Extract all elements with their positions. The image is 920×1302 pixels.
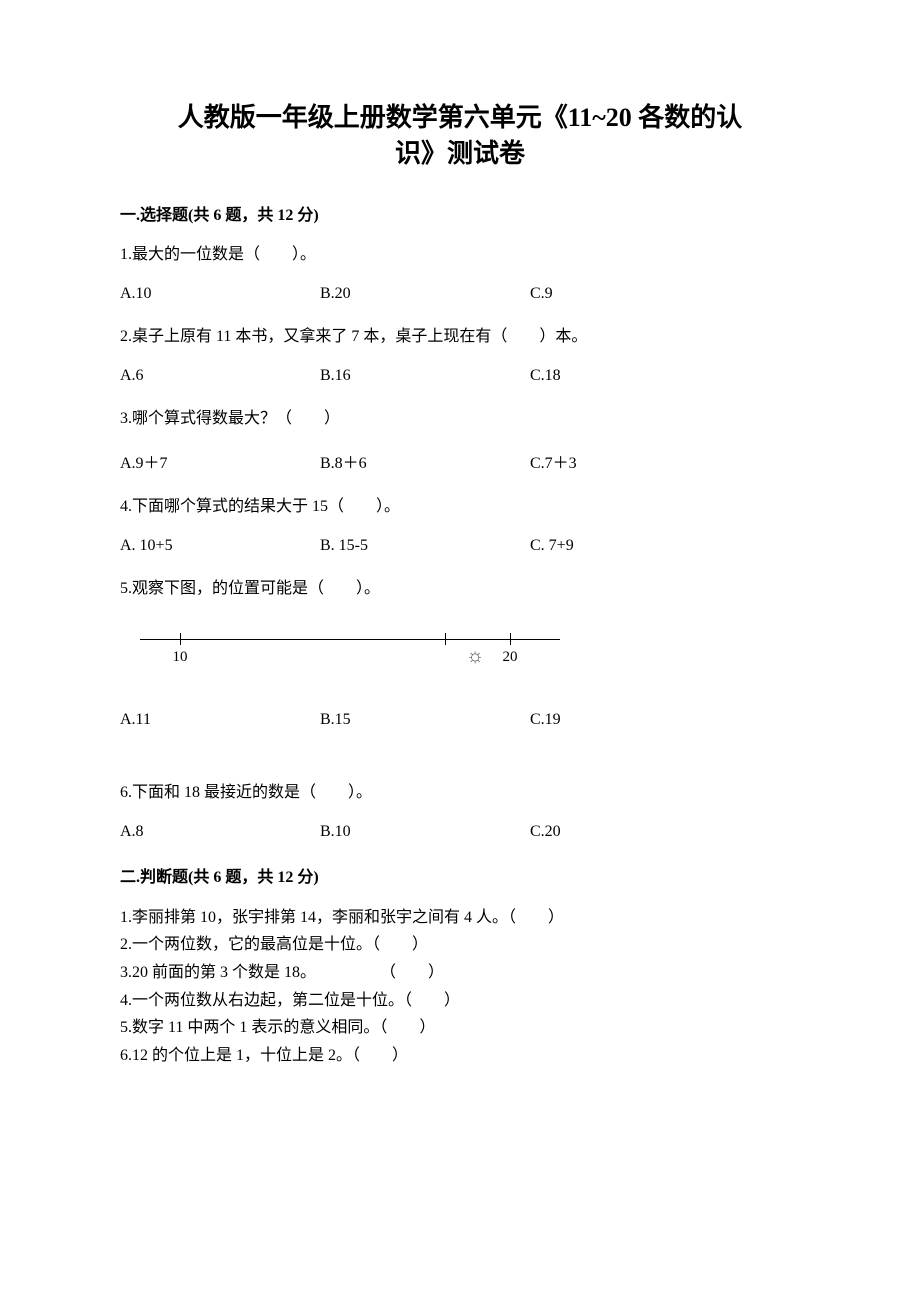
tick-right (510, 633, 511, 645)
q5-opt-b: B.15 (320, 711, 530, 729)
label-left: 10 (173, 649, 188, 666)
q1-text: 1.最大的一位数是（ ）。 (120, 243, 800, 267)
q4-opt-c: C. 7+9 (530, 537, 800, 555)
numberline-axis (140, 639, 560, 640)
tf-item-6: 6.12 的个位上是 1，十位上是 2。（ ） (120, 1043, 800, 1069)
document-title: 人教版一年级上册数学第六单元《11~20 各数的认 识》测试卷 (120, 100, 800, 173)
q1-opt-c: C.9 (530, 285, 800, 303)
q2-text: 2.桌子上原有 11 本书，又拿来了 7 本，桌子上现在有（ ）本。 (120, 325, 800, 349)
q3-options: A.9＋7 B.8＋6 C.7＋3 (120, 449, 800, 473)
tf-item-2: 2.一个两位数，它的最高位是十位。（ ） (120, 932, 800, 958)
q6-opt-a: A.8 (120, 823, 320, 841)
tf-item-5: 5.数字 11 中两个 1 表示的意义相同。（ ） (120, 1015, 800, 1041)
q2-opt-c: C.18 (530, 367, 800, 385)
q5-text: 5.观察下图，的位置可能是（ ）。 (120, 577, 800, 601)
q5-opt-c: C.19 (530, 711, 800, 729)
label-right: 20 (503, 649, 518, 666)
q1-options: A.10 B.20 C.9 (120, 285, 800, 303)
q1-opt-a: A.10 (120, 285, 320, 303)
title-line2: 识》测试卷 (395, 139, 525, 168)
q4-opt-b: B. 15-5 (320, 537, 530, 555)
q3-opt-a: A.9＋7 (120, 449, 320, 473)
q3-opt-b: B.8＋6 (320, 449, 530, 473)
q4-text: 4.下面哪个算式的结果大于 15（ ）。 (120, 495, 800, 519)
numberline-figure: 10 20 ☼ (120, 631, 800, 671)
q6-options: A.8 B.10 C.20 (120, 823, 800, 841)
tick-left (180, 633, 181, 645)
numberline: 10 20 ☼ (140, 631, 560, 671)
q5-options: A.11 B.15 C.19 (120, 711, 800, 729)
tf-item-4: 4.一个两位数从右边起，第二位是十位。（ ） (120, 988, 800, 1014)
truefalse-block: 1.李丽排第 10，张宇排第 14，李丽和张宇之间有 4 人。（ ） 2.一个两… (120, 905, 800, 1069)
star-icon: ☼ (466, 645, 484, 668)
q2-opt-b: B.16 (320, 367, 530, 385)
section2-header: 二.判断题(共 6 题，共 12 分) (120, 863, 800, 887)
q6-opt-c: C.20 (530, 823, 800, 841)
q2-options: A.6 B.16 C.18 (120, 367, 800, 385)
q6-text: 6.下面和 18 最接近的数是（ ）。 (120, 781, 800, 805)
tf-item-3: 3.20 前面的第 3 个数是 18。 （ ） (120, 960, 800, 986)
q1-opt-b: B.20 (320, 285, 530, 303)
q6-opt-b: B.10 (320, 823, 530, 841)
section1-header: 一.选择题(共 6 题，共 12 分) (120, 201, 800, 225)
q3-opt-c: C.7＋3 (530, 449, 800, 473)
q2-opt-a: A.6 (120, 367, 320, 385)
tf-item-1: 1.李丽排第 10，张宇排第 14，李丽和张宇之间有 4 人。（ ） (120, 905, 800, 931)
q5-opt-a: A.11 (120, 711, 320, 729)
q3-text: 3.哪个算式得数最大？（ ） (120, 407, 800, 431)
tick-mid (445, 633, 446, 645)
title-line1: 人教版一年级上册数学第六单元《11~20 各数的认 (178, 103, 743, 132)
q4-options: A. 10+5 B. 15-5 C. 7+9 (120, 537, 800, 555)
q4-opt-a: A. 10+5 (120, 537, 320, 555)
